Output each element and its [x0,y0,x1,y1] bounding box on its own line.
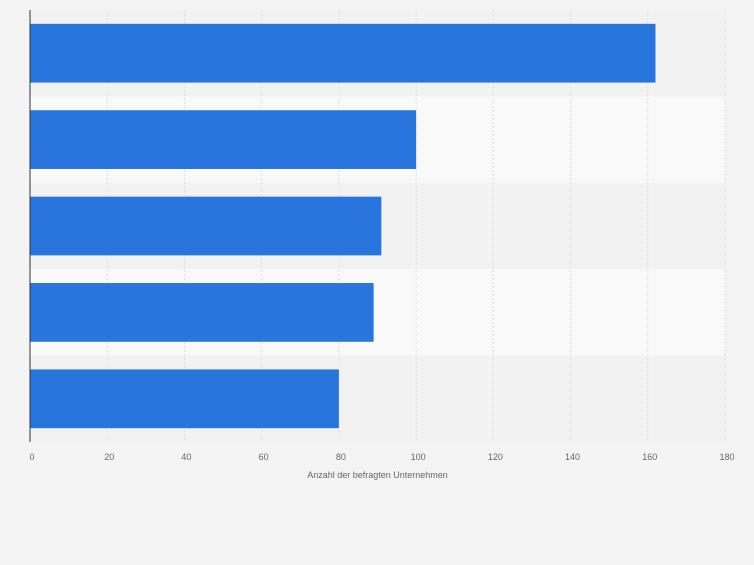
x-tick-label: 180 [719,452,734,462]
bar [30,110,417,169]
bar [30,369,339,429]
x-tick-label: 0 [29,452,34,462]
bar [30,196,382,256]
bar [30,283,374,342]
x-tick-label: 120 [488,452,503,462]
bars [30,23,656,429]
x-tick-label: 40 [181,452,191,462]
x-tick-label: 140 [565,452,580,462]
x-tick-label: 60 [259,452,269,462]
x-tick-labels: 0 20 40 60 80 100 120 140 160 180 [29,452,734,462]
bar [30,23,656,83]
x-tick-label: 80 [336,452,346,462]
x-tick-label: 160 [642,452,657,462]
x-tick-label: 20 [104,452,114,462]
x-axis-label: Anzahl der befragten Unternehmen [307,470,448,480]
x-tick-label: 100 [411,452,426,462]
